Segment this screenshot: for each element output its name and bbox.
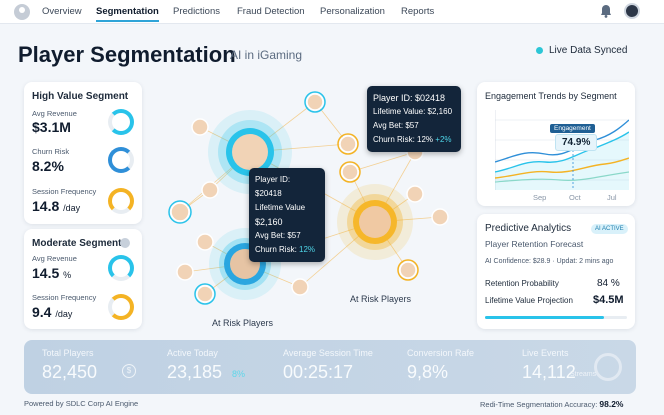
engagement-line-chart bbox=[495, 110, 629, 190]
segment-label-a: At Risk Players bbox=[212, 318, 274, 328]
high-value-card: High Value Segment Avg Revenue $3.1M Chu… bbox=[24, 82, 142, 224]
tab-personalization[interactable]: Personalization bbox=[320, 6, 385, 17]
moderate-frequency-value: 9.4 /day bbox=[32, 304, 73, 320]
footer-powered-by: Powered by SDLC Corp AI Engine bbox=[24, 399, 139, 408]
tooltip-2-ltv-label: Lifetime Value bbox=[255, 203, 306, 212]
sync-dot-icon bbox=[536, 46, 543, 54]
moderate-revenue-value: 14.5 % bbox=[32, 265, 72, 281]
stat-total-players-label: Total Players bbox=[42, 348, 94, 358]
tab-overview[interactable]: Overview bbox=[42, 6, 82, 17]
x-tick-extra: Jul bbox=[607, 193, 617, 202]
dollar-icon: $ bbox=[122, 364, 136, 378]
stat-total-players-value: 82,450 bbox=[42, 362, 98, 382]
tab-segmentation[interactable]: Segmentation bbox=[96, 6, 159, 22]
session-frequency-value: 14.8 /day bbox=[32, 198, 81, 214]
avg-revenue-value: $3.1M bbox=[32, 119, 71, 135]
stats-bar: Total Players 82,450 $ Active Today 23,1… bbox=[24, 340, 636, 394]
moderate-revenue-label: Avg Revenue bbox=[32, 254, 77, 263]
predictive-subtitle: Player Retention Forecast bbox=[485, 239, 584, 249]
player-tooltip-1: Player ID: $02418 Lifetime Value: $2,160… bbox=[367, 86, 461, 152]
engagement-card: Engagement Trends by Segment Engagement … bbox=[477, 82, 635, 206]
user-avatar[interactable] bbox=[624, 3, 640, 19]
engagement-value: 74.9% bbox=[555, 134, 598, 151]
tooltip-2-id: Player ID: $20418 bbox=[255, 175, 291, 198]
engagement-title: Engagement Trends by Segment bbox=[485, 91, 617, 101]
tooltip-1-id: Player ID: $02418 bbox=[373, 93, 446, 103]
frequency-ring-icon bbox=[108, 188, 134, 214]
x-tick-sep: Sep bbox=[533, 193, 547, 202]
moderate-revenue-ring-icon bbox=[108, 255, 134, 281]
sync-label: Live Data Synced bbox=[549, 45, 628, 56]
tooltip-2-churn-row: Churn Risk: 12% bbox=[255, 245, 316, 254]
x-tick-oct: Oct bbox=[569, 193, 581, 202]
live-stream-icon bbox=[594, 353, 622, 381]
tooltip-1-ltv: Lifetime Value: $2,160 bbox=[373, 107, 453, 116]
avg-revenue-label: Avg Revenue bbox=[32, 109, 77, 118]
tooltip-2-ltv: $2,160 bbox=[255, 217, 283, 227]
ai-active-badge: AI ACTIVE bbox=[591, 224, 628, 234]
engagement-tag: Engagement bbox=[550, 124, 595, 133]
churn-ring-icon bbox=[108, 147, 134, 173]
predictive-card: Predictive Analytics AI ACTIVE Player Re… bbox=[477, 214, 635, 329]
logo-icon[interactable] bbox=[14, 4, 30, 20]
top-nav: Overview Segmentation Predictions Fraud … bbox=[0, 0, 664, 24]
stat-active-today-value: 23,185 bbox=[167, 362, 223, 382]
retention-label: Retention Probability bbox=[485, 279, 559, 288]
ltv-projection-label: Lifetime Value Projection bbox=[485, 296, 573, 305]
player-tooltip-2: Player ID: $20418 Lifetime Value $2,160 … bbox=[249, 168, 325, 262]
tab-predictions[interactable]: Predictions bbox=[173, 6, 220, 17]
moderate-title: Moderate Segment bbox=[32, 238, 122, 249]
live-sync-status: Live Data Synced bbox=[536, 45, 627, 56]
moderate-frequency-label: Session Frequency bbox=[32, 293, 97, 302]
retention-value: 84 % bbox=[597, 278, 620, 289]
tooltip-2-bet: Avg Bet: $57 bbox=[255, 231, 301, 240]
predictive-title: Predictive Analytics bbox=[485, 223, 572, 234]
stat-live-events-label: Live Events bbox=[522, 348, 569, 358]
segment-label-b: At Risk Players bbox=[350, 294, 412, 304]
tooltip-1-churn-row: Churn Risk: 12% +2% bbox=[373, 135, 452, 144]
retention-bar bbox=[485, 316, 627, 319]
page-title: Player Segmentation bbox=[18, 42, 236, 67]
churn-risk-value: 8.2% bbox=[32, 158, 64, 174]
retention-bar-fill bbox=[485, 316, 605, 319]
high-value-title: High Value Segment bbox=[32, 91, 129, 102]
churn-risk-label: Churn Risk bbox=[32, 147, 70, 156]
stat-session-time-value: 00:25:17 bbox=[283, 362, 354, 382]
revenue-ring-icon bbox=[108, 109, 134, 135]
info-icon[interactable] bbox=[120, 238, 130, 248]
session-frequency-label: Session Frequency bbox=[32, 187, 97, 196]
stat-active-today-label: Active Today bbox=[167, 348, 218, 358]
tab-fraud-detection[interactable]: Fraud Detection bbox=[237, 6, 305, 17]
ai-confidence: AI Confidence: $28.9 · Updat: 2 mins ago bbox=[485, 258, 614, 265]
stat-session-time-label: Average Session Time bbox=[283, 348, 373, 358]
player-network-graph bbox=[168, 91, 449, 305]
bell-icon[interactable] bbox=[600, 4, 612, 18]
stat-live-events-value: 14,112 bbox=[522, 362, 576, 382]
ltv-projection-value: $4.5M bbox=[593, 294, 624, 306]
stat-conversion-value: 9,8% bbox=[407, 362, 449, 382]
tab-reports[interactable]: Reports bbox=[401, 6, 435, 17]
stat-conversion-label: Conversion Rafe bbox=[407, 348, 475, 358]
moderate-frequency-ring-icon bbox=[108, 294, 134, 320]
tooltip-1-bet: Avg Bet: $57 bbox=[373, 121, 419, 130]
footer-accuracy: Redi-Time Segmentation Accuracy: 98.2% bbox=[480, 399, 624, 409]
page-subtitle: AI in iGaming bbox=[230, 48, 303, 62]
moderate-card: Moderate Segment Avg Revenue 14.5 % Sess… bbox=[24, 229, 142, 329]
active-delta: 8% bbox=[232, 369, 246, 379]
streams-label: Streams bbox=[570, 371, 597, 378]
